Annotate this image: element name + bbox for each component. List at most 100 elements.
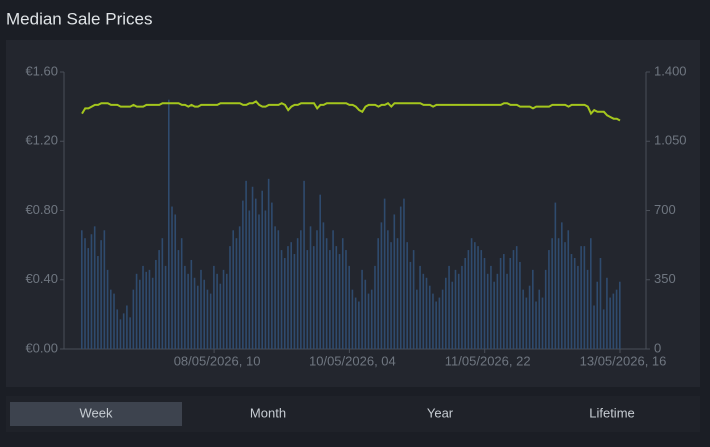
volume-bar	[599, 257, 602, 349]
volume-bar	[129, 317, 131, 349]
volume-bar	[490, 265, 492, 349]
volume-bar	[561, 222, 563, 349]
volume-bar	[515, 246, 518, 349]
volume-bar	[245, 180, 247, 349]
volume-bar	[203, 279, 206, 349]
volume-bar	[554, 202, 557, 349]
volume-bar	[416, 289, 418, 349]
volume-bar	[541, 297, 544, 349]
y2-tick-label: 1.050	[654, 133, 687, 148]
volume-bar	[480, 250, 483, 349]
title: Median Sale Prices	[6, 9, 152, 28]
volume-bar	[557, 238, 560, 349]
volume-bar	[187, 273, 189, 349]
x-tick-label: 11/05/2026, 22	[445, 353, 531, 368]
volume-bar	[354, 297, 357, 349]
volume-bar	[254, 198, 257, 349]
volume-bar	[548, 250, 550, 349]
volume-bar	[535, 301, 537, 349]
controls: Week Month Year Lifetime	[10, 402, 635, 426]
volume-bar	[383, 198, 386, 349]
volume-bar	[155, 259, 157, 349]
volume-bar	[103, 230, 106, 349]
volume-bar	[316, 230, 318, 349]
volume-bar	[312, 246, 315, 349]
volume-bar	[341, 238, 344, 349]
range-button[interactable]: Lifetime	[589, 405, 635, 420]
volume-bar	[213, 265, 215, 349]
volume-bar	[190, 259, 193, 349]
volume-bar	[238, 226, 241, 349]
volume-bar	[390, 242, 392, 349]
volume-bar	[345, 250, 347, 349]
volume-bar	[364, 279, 367, 349]
volume-bar	[97, 256, 99, 349]
volume-bar	[135, 273, 138, 349]
volume-bar	[496, 273, 499, 349]
volume-bar	[590, 238, 592, 349]
volume-bar	[158, 250, 160, 349]
volume-bar	[609, 297, 611, 349]
volume-bar	[361, 269, 363, 349]
volume-bar	[377, 238, 379, 349]
volume-bar	[287, 246, 289, 349]
volume-bar	[200, 269, 202, 349]
volume-bar	[332, 230, 334, 349]
volume-bar	[406, 242, 408, 349]
volume-bar	[87, 248, 90, 349]
volume-bar	[544, 269, 547, 349]
range-button[interactable]: Month	[250, 405, 286, 420]
volume-bar	[293, 254, 296, 349]
volume-bar	[219, 283, 222, 349]
volume-bar	[570, 254, 573, 349]
x-tick-label: 08/05/2026, 10	[174, 353, 261, 368]
range-button[interactable]: Week	[80, 405, 113, 420]
volume-bar	[109, 289, 112, 349]
volume-bar	[206, 289, 209, 349]
volume-bar	[367, 293, 370, 349]
plot: €0.00 €0.40 €0.80 €1.20 €1.60 0 350 700 1.050 1.4…	[25, 63, 686, 368]
volume-bar	[619, 281, 621, 349]
volume-bar	[596, 281, 599, 349]
volume-bar	[329, 250, 331, 349]
volume-bar	[303, 180, 305, 349]
volume-bar	[171, 206, 173, 349]
volume-bar	[399, 206, 402, 349]
range-button-bg	[10, 402, 182, 426]
volume-bar	[448, 265, 450, 349]
volume-bar	[428, 285, 431, 349]
volume-bar	[577, 265, 579, 349]
volume-bar	[142, 265, 144, 349]
range-button[interactable]: Year	[427, 405, 454, 420]
volume-bar	[451, 281, 454, 349]
volume-bar	[396, 238, 399, 349]
volume-bar	[267, 178, 270, 349]
price-line	[81, 100, 621, 122]
volume-bar	[242, 200, 244, 349]
volume-bar	[499, 257, 502, 349]
volume-bar	[122, 313, 125, 349]
volume-bar	[457, 273, 460, 349]
y2-tick-label: 1.400	[654, 63, 687, 78]
volume-bar	[222, 269, 225, 349]
volume-bar	[486, 273, 489, 349]
volume-bar	[174, 214, 177, 349]
volume-bar	[225, 273, 228, 349]
volume-bar	[380, 222, 383, 349]
volume-bar	[167, 99, 170, 349]
volume-bar	[409, 261, 412, 349]
volume-bar	[467, 250, 470, 349]
volume-bar	[100, 240, 102, 349]
volume-bar	[509, 257, 512, 349]
volume-bar	[580, 246, 582, 349]
volume-bar	[351, 289, 354, 349]
volume-bar	[528, 285, 531, 349]
volume-bar	[412, 250, 415, 349]
volume-bar	[519, 261, 521, 349]
volume-bar	[593, 305, 595, 349]
volume-bar	[164, 265, 167, 349]
y2-tick-label: 0	[654, 340, 661, 355]
volume-bar	[387, 230, 389, 349]
volume-bar	[461, 265, 463, 349]
